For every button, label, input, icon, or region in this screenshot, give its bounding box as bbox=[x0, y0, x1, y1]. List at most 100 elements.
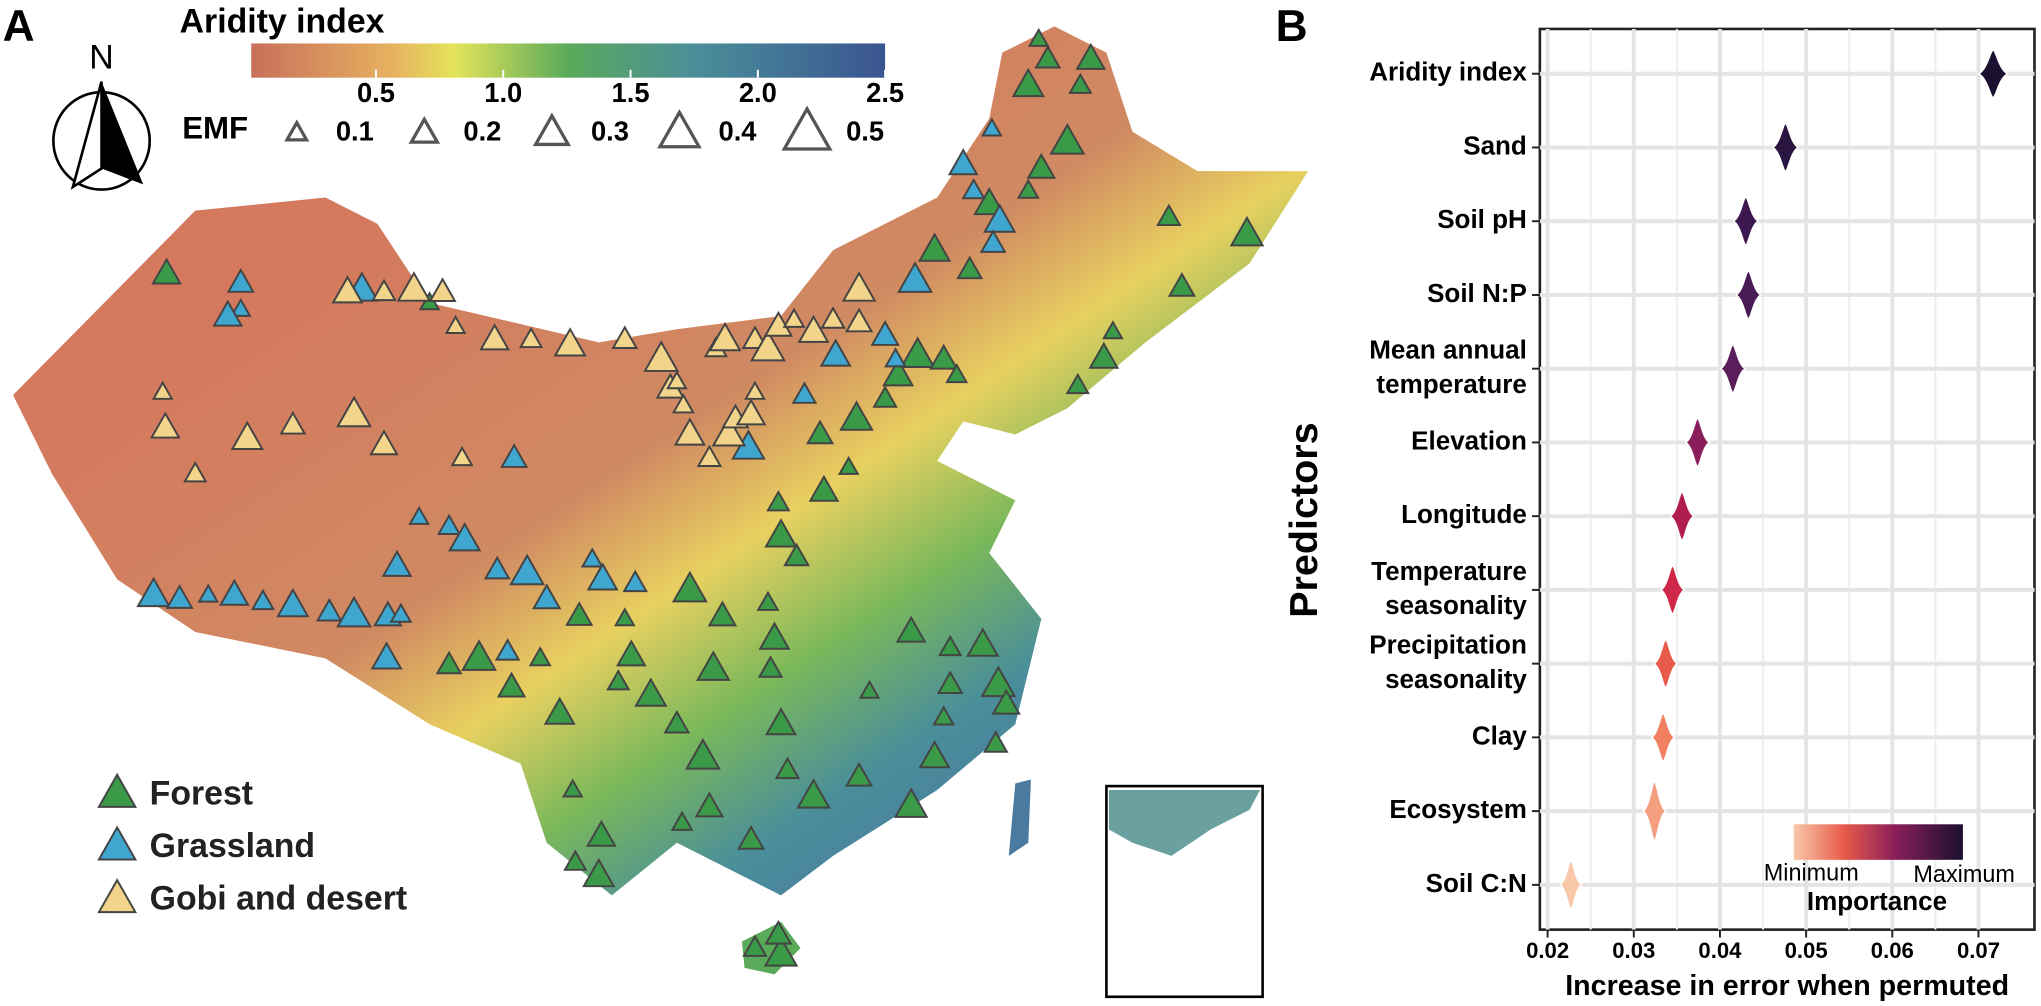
site-marker bbox=[494, 638, 521, 661]
site-marker bbox=[336, 395, 373, 428]
y-axis-label: Predictors bbox=[1282, 422, 1326, 617]
site-marker bbox=[565, 601, 594, 626]
violin bbox=[1669, 491, 1696, 541]
site-marker bbox=[250, 588, 276, 611]
site-marker bbox=[212, 299, 244, 327]
site-marker bbox=[742, 934, 768, 957]
x-tick-label: 0.04 bbox=[1698, 938, 1742, 963]
site-marker bbox=[369, 429, 399, 456]
site-marker bbox=[1016, 178, 1040, 199]
site-marker bbox=[956, 255, 984, 280]
site-marker bbox=[151, 257, 182, 285]
site-marker bbox=[1034, 44, 1062, 69]
site-marker bbox=[197, 583, 220, 603]
site-marker bbox=[1102, 320, 1124, 340]
emf-size-marker bbox=[781, 105, 833, 151]
site-marker bbox=[518, 326, 544, 349]
colorbar-tick-label: 1.5 bbox=[612, 77, 650, 108]
site-marker bbox=[979, 229, 1007, 253]
site-marker bbox=[279, 410, 307, 435]
site-marker bbox=[782, 307, 806, 328]
site-marker bbox=[983, 730, 1009, 753]
legend-title: Importance bbox=[1807, 886, 1947, 916]
emf-size-label: 0.5 bbox=[846, 115, 884, 146]
violin bbox=[1684, 418, 1711, 467]
site-marker bbox=[991, 688, 1021, 715]
panel-label: A bbox=[3, 2, 35, 51]
site-marker bbox=[839, 400, 874, 431]
site-marker bbox=[531, 583, 562, 610]
legend-marker bbox=[97, 878, 138, 914]
site-marker bbox=[509, 553, 546, 586]
y-tick-label: Soil pH bbox=[1437, 204, 1527, 234]
emf-size-label: 0.3 bbox=[591, 115, 629, 146]
emf-size-marker bbox=[408, 115, 441, 144]
site-marker bbox=[1075, 42, 1107, 70]
violin bbox=[1650, 713, 1676, 762]
site-marker bbox=[671, 393, 695, 414]
site-marker bbox=[226, 268, 255, 293]
site-marker bbox=[450, 445, 474, 467]
site-marker bbox=[230, 297, 252, 317]
y-tick-label: Soil N:P bbox=[1427, 278, 1527, 308]
site-marker bbox=[750, 329, 786, 362]
site-marker bbox=[483, 555, 511, 580]
site-marker bbox=[882, 358, 915, 387]
site-marker bbox=[764, 707, 798, 736]
violin bbox=[1732, 196, 1760, 246]
site-marker bbox=[1065, 372, 1090, 395]
site-marker bbox=[858, 679, 881, 699]
site-marker bbox=[766, 490, 791, 512]
site-marker bbox=[183, 461, 208, 483]
colorbar-tick-label: 2.5 bbox=[866, 77, 904, 108]
site-marker bbox=[666, 370, 688, 390]
x-tick-label: 0.07 bbox=[1957, 938, 2000, 963]
y-tick-label: Mean annual temperature bbox=[1369, 334, 1527, 398]
site-marker bbox=[276, 587, 310, 618]
site-marker bbox=[149, 411, 181, 439]
site-marker bbox=[791, 381, 818, 404]
site-marker bbox=[870, 320, 900, 346]
site-marker bbox=[1049, 123, 1086, 155]
site-marker bbox=[737, 825, 766, 850]
legend-marker bbox=[97, 825, 138, 861]
site-marker bbox=[744, 380, 766, 400]
site-marker bbox=[797, 314, 830, 343]
site-marker bbox=[315, 597, 343, 622]
china-map bbox=[13, 26, 1309, 896]
site-marker bbox=[774, 756, 801, 780]
site-marker bbox=[1156, 203, 1182, 227]
legend-label: Gobi and desert bbox=[150, 880, 407, 918]
site-marker bbox=[643, 340, 680, 372]
site-marker bbox=[947, 148, 979, 176]
site-marker bbox=[757, 655, 784, 678]
site-marker bbox=[841, 271, 877, 302]
x-tick-label: 0.05 bbox=[1785, 938, 1828, 963]
legend-marker bbox=[97, 772, 138, 808]
emf-size-marker bbox=[284, 119, 310, 142]
site-marker bbox=[837, 455, 860, 475]
site-marker bbox=[586, 562, 619, 591]
site-marker bbox=[764, 518, 798, 548]
site-marker bbox=[973, 186, 1006, 216]
y-tick-label: Soil C:N bbox=[1426, 868, 1527, 898]
site-marker bbox=[496, 671, 527, 698]
site-marker bbox=[500, 443, 529, 468]
site-marker bbox=[983, 203, 1017, 233]
site-marker bbox=[805, 419, 835, 445]
site-marker bbox=[819, 338, 852, 367]
x-tick-label: 0.06 bbox=[1871, 938, 1914, 963]
site-marker bbox=[381, 549, 413, 577]
site-marker bbox=[371, 278, 397, 302]
site-marker bbox=[615, 639, 647, 667]
site-marker bbox=[928, 343, 959, 370]
violin bbox=[1719, 344, 1747, 394]
site-marker bbox=[613, 607, 636, 627]
site-marker bbox=[528, 646, 552, 667]
site-marker bbox=[758, 621, 791, 650]
site-marker bbox=[1229, 215, 1265, 247]
site-marker bbox=[936, 670, 964, 694]
y-tick-label: Clay bbox=[1472, 720, 1527, 750]
site-marker bbox=[1027, 27, 1050, 47]
